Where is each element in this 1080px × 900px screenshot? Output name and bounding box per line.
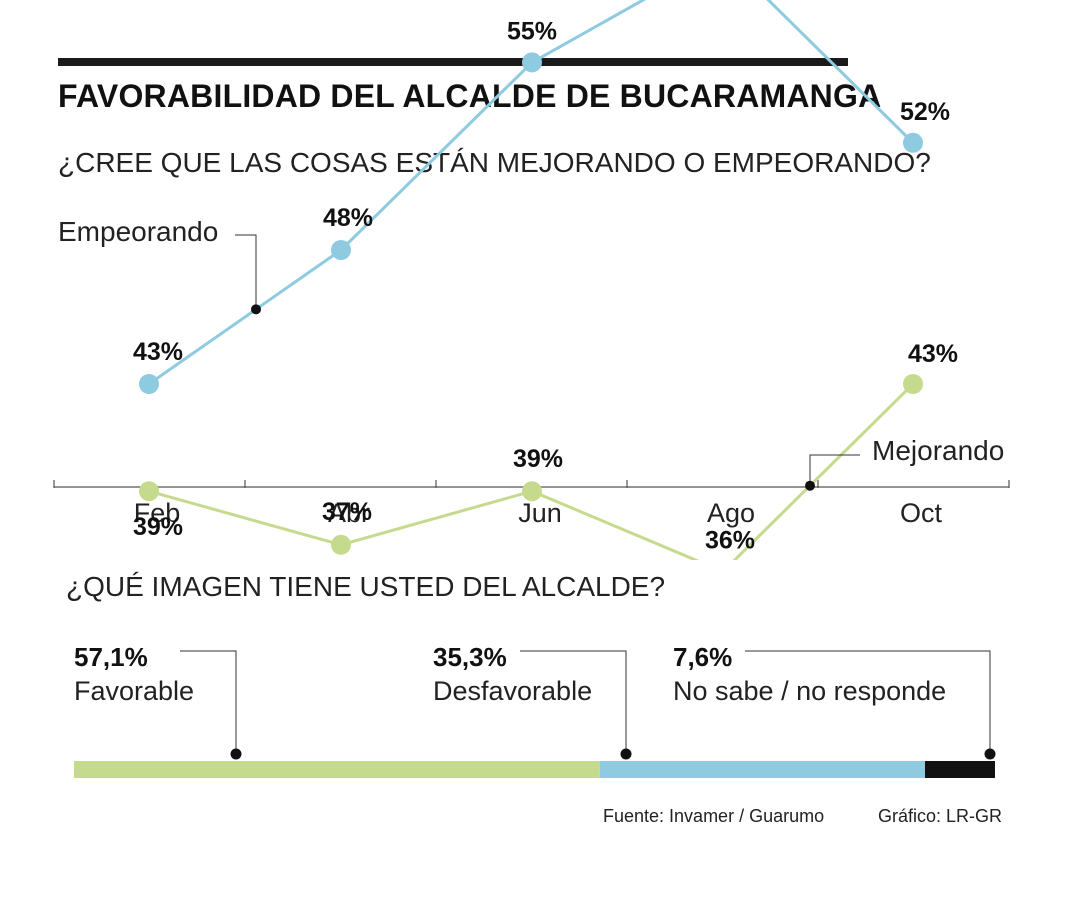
legend-dot-empeorando [251,304,261,315]
x-tick-label: Abr [328,498,370,528]
data-label-mejorando: 43% [908,340,958,368]
data-point-empeorando [522,52,542,73]
data-point-empeorando [139,374,159,394]
bar-leader-line [520,650,627,752]
bar-category-label: No sabe / no responde [673,676,946,706]
legend-label-mejorando: Mejorando [872,435,1004,466]
source-text: Fuente: Invamer / Guarumo [603,806,825,826]
data-label-empeorando: 43% [133,338,183,366]
bar-leader-line [745,650,991,752]
legend-dot-mejorando [805,480,815,491]
data-label-mejorando: 39% [133,513,183,541]
x-tick-label: Feb [134,498,181,528]
credit-text: Gráfico: LR-GR [878,806,1003,826]
data-label-mejorando: 37% [322,498,372,526]
data-label-empeorando: 48% [323,204,373,232]
bar-segment-0 [74,761,600,778]
legend-label-empeorando: Empeorando [58,216,218,247]
data-point-empeorando [331,240,351,260]
data-point-mejorando [903,374,923,394]
data-point-mejorando [331,534,351,555]
bar-segment-1 [599,761,926,778]
x-tick-label: Ago [707,498,755,528]
top-rule [58,58,848,66]
data-label-empeorando: 52% [900,98,950,126]
bar-segment-2 [925,761,995,778]
data-point-mejorando [139,481,159,502]
chart-title: FAVORABILIDAD DEL ALCALDE DE BUCARAMANGA [58,78,882,114]
bar-leader-line [180,650,237,752]
data-point-empeorando [903,132,923,153]
line-chart-question: ¿CREE QUE LAS COSAS ESTÁN MEJORANDO O EM… [58,147,931,178]
bar-value-label: 35,3% [433,642,507,672]
bar-chart-question: ¿QUÉ IMAGEN TIENE USTED DEL ALCALDE? [66,571,666,602]
x-tick-label: Oct [900,498,943,528]
x-tick-label: Jun [518,498,562,528]
data-point-mejorando [522,481,542,502]
data-label-mejorando: 39% [513,445,563,473]
bar-leader-dot [620,748,632,760]
line-chart: FebAbrJunAgoOct43%48%55%59%52%39%37%39%3… [53,0,1010,560]
bar-category-label: Favorable [74,676,194,706]
bar-leader-dot [230,748,242,760]
bar-value-label: 57,1% [74,642,148,672]
data-label-mejorando: 36% [705,527,755,555]
legend-leader-empeorando [235,234,257,310]
bar-value-label: 7,6% [673,642,732,672]
bar-leader-dot [984,748,996,760]
data-label-empeorando: 55% [507,17,557,45]
bar-category-label: Desfavorable [433,676,592,706]
legend-leader-mejorando [809,454,860,486]
